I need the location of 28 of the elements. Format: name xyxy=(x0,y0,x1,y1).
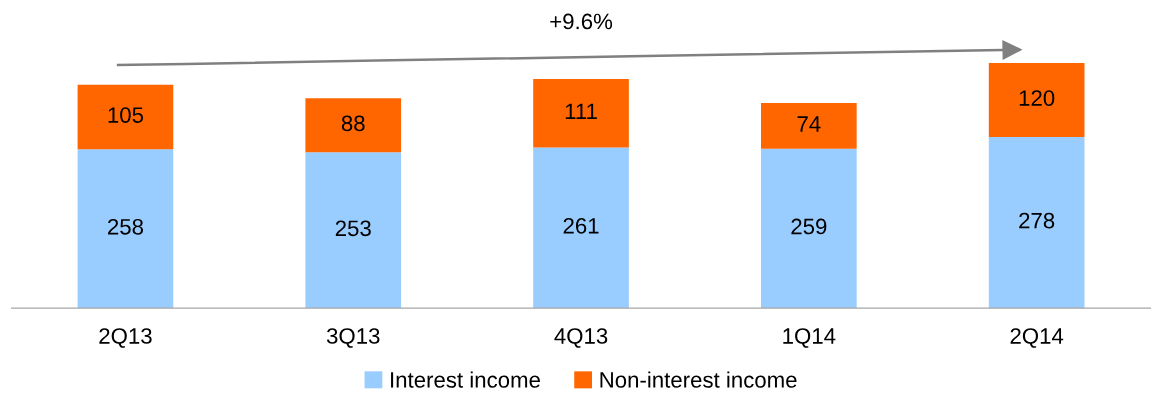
bar xyxy=(77,149,174,309)
legend-label: Interest income xyxy=(391,371,540,388)
data-label: 278 xyxy=(1019,212,1055,229)
bar xyxy=(533,79,629,148)
x-tick-label: 3Q13 xyxy=(326,328,380,348)
data-label: 88 xyxy=(341,115,365,132)
data-label: 120 xyxy=(1019,90,1055,106)
data-label: 261 xyxy=(563,217,599,234)
legend-label: Non-interest income xyxy=(600,371,797,388)
data-label: 111 xyxy=(565,103,597,120)
bar xyxy=(77,84,174,150)
data-label: 259 xyxy=(791,218,827,235)
data-label: 74 xyxy=(797,116,821,132)
text: +9.6% xyxy=(550,13,613,30)
bar xyxy=(305,98,402,153)
bar xyxy=(761,103,857,149)
x-tick-label: 2Q14 xyxy=(1010,328,1064,348)
x-tick-label: 4Q13 xyxy=(554,328,608,348)
x-tick-label: 2Q13 xyxy=(99,328,152,348)
data-label: 105 xyxy=(108,107,144,123)
x-tick-label: 1Q14 xyxy=(783,328,836,348)
bar xyxy=(988,136,1085,309)
bar xyxy=(988,63,1085,137)
bar xyxy=(305,152,402,309)
data-label: 253 xyxy=(335,220,371,237)
bar xyxy=(761,148,857,309)
data-label: 258 xyxy=(108,218,144,235)
bar xyxy=(533,147,629,309)
